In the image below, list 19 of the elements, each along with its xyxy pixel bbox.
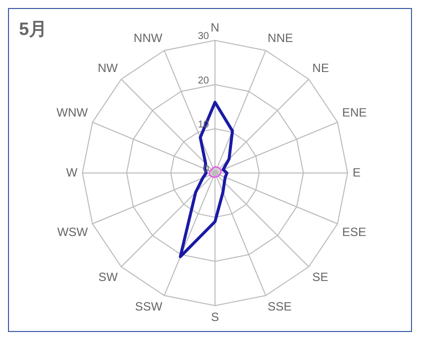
spoke-label: WNW — [56, 105, 89, 120]
spoke-label: SSE — [268, 300, 292, 314]
spoke-label: S — [210, 310, 220, 324]
spoke-label: SW — [98, 270, 118, 284]
spoke-label: E — [352, 165, 361, 180]
spoke-label: NNW — [134, 30, 164, 45]
spoke-label: NW — [98, 60, 118, 75]
spoke-label: ENE — [342, 105, 367, 120]
chart-title: 5月 — [19, 18, 48, 41]
y-tick-label: 20 — [198, 75, 210, 86]
spoke-label: NNE — [268, 30, 293, 45]
spoke-label: ESE — [342, 225, 366, 240]
spoke-label: NE — [312, 60, 329, 75]
y-tick-label: 30 — [198, 31, 210, 42]
spoke-label: SE — [312, 270, 328, 284]
spoke-label: N — [210, 20, 220, 35]
spoke-label: SSW — [135, 300, 164, 314]
spoke-label: WSW — [57, 225, 89, 240]
spoke-label: W — [66, 165, 78, 180]
